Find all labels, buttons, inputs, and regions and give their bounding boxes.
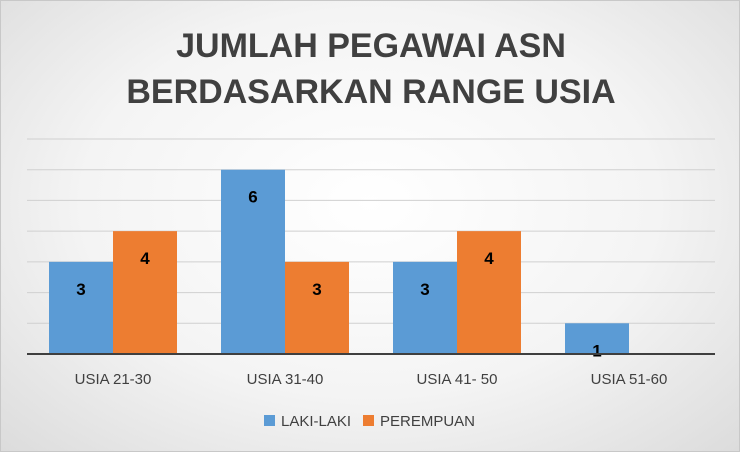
bar	[49, 261, 113, 354]
data-label: 3	[76, 280, 85, 299]
x-tick-label: USIA 41- 50	[417, 371, 498, 388]
data-label: 3	[420, 280, 429, 299]
x-tick-label: USIA 21-30	[75, 371, 152, 388]
chart-title: JUMLAH PEGAWAI ASN BERDASARKAN RANGE USI…	[1, 23, 740, 115]
bar	[457, 231, 521, 354]
legend-label: PEREMPUAN	[380, 413, 475, 430]
bar	[285, 261, 349, 354]
chart-title-line-2: BERDASARKAN RANGE USIA	[126, 73, 616, 111]
bar	[221, 169, 285, 354]
data-label: 3	[312, 280, 321, 299]
x-tick-label: USIA 31-40	[247, 371, 324, 388]
bar	[565, 323, 629, 354]
legend-swatch	[363, 415, 374, 426]
bar	[113, 231, 177, 354]
legend-label: LAKI-LAKI	[281, 413, 351, 430]
bar	[393, 261, 457, 354]
data-label: 4	[484, 249, 494, 268]
data-label: 1	[592, 341, 601, 360]
chart-title-line-1: JUMLAH PEGAWAI ASN	[176, 27, 566, 65]
data-label: 4	[140, 249, 150, 268]
x-tick-label: USIA 51-60	[591, 371, 668, 388]
legend-swatch	[264, 415, 275, 426]
data-label: 6	[248, 188, 257, 207]
